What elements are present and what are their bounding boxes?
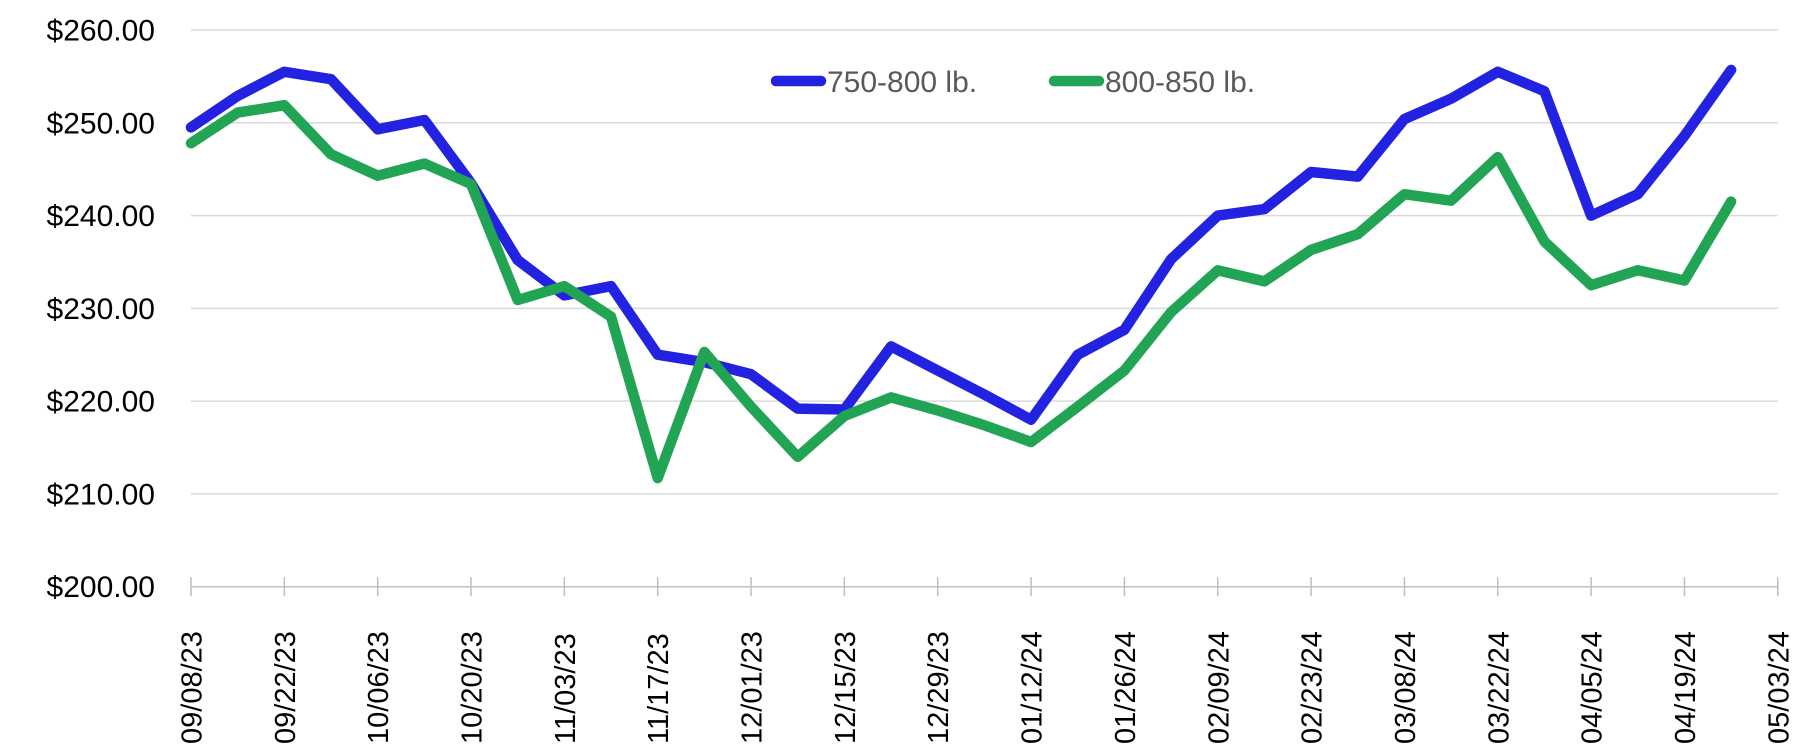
legend-label-800-850: 800-850 lb. xyxy=(1105,66,1255,99)
y-axis-label: $220.00 xyxy=(47,386,155,419)
x-axis-label: 09/22/23 xyxy=(270,631,302,744)
y-axis-label: $260.00 xyxy=(47,15,155,48)
legend-label-750-800: 750-800 lb. xyxy=(827,66,977,99)
series-line-800-850-lb- xyxy=(185,99,1737,484)
x-axis-label: 02/23/24 xyxy=(1297,631,1329,744)
x-axis-label: 04/19/24 xyxy=(1670,631,1702,744)
gridlines xyxy=(191,29,1778,495)
x-axis-label: 10/06/23 xyxy=(363,631,395,744)
y-axis-label: $210.00 xyxy=(47,478,155,511)
x-axis-label: 12/15/23 xyxy=(830,631,862,744)
x-axis-label: 10/20/23 xyxy=(457,631,489,744)
x-axis-label: 11/03/23 xyxy=(550,633,582,744)
y-axis-label: $240.00 xyxy=(47,200,155,233)
y-axis-label: $200.00 xyxy=(47,571,155,604)
x-axis-label: 03/22/24 xyxy=(1483,631,1515,744)
x-axis-label: 05/03/24 xyxy=(1763,631,1795,744)
x-axis-label: 02/09/24 xyxy=(1203,631,1235,744)
y-axis-label: $250.00 xyxy=(47,107,155,140)
x-axis-label: 03/08/24 xyxy=(1390,631,1422,744)
x-axis-label: 12/01/23 xyxy=(737,631,769,744)
x-axis-label: 01/12/24 xyxy=(1017,631,1049,744)
x-axis xyxy=(190,577,1779,597)
x-axis-label: 01/26/24 xyxy=(1110,631,1142,744)
x-axis-label: 11/17/23 xyxy=(643,633,675,744)
x-axis-label: 12/29/23 xyxy=(923,631,955,744)
y-axis-label: $230.00 xyxy=(47,293,155,326)
x-axis-label: 09/08/23 xyxy=(177,631,209,744)
x-axis-labels: 09/08/23 09/22/23 10/06/23 10/20/23 11/03/23… xyxy=(177,631,1796,744)
series-line-750-800-lb- xyxy=(185,64,1737,425)
x-axis-label: 04/05/24 xyxy=(1577,631,1609,744)
series-lines xyxy=(185,64,1737,484)
y-axis-labels: $200.00 $210.00 $220.00 $230.00 $240.00 $250.… xyxy=(47,15,155,605)
legend: 750-800 lb. 800-850 lb. xyxy=(770,66,1255,99)
